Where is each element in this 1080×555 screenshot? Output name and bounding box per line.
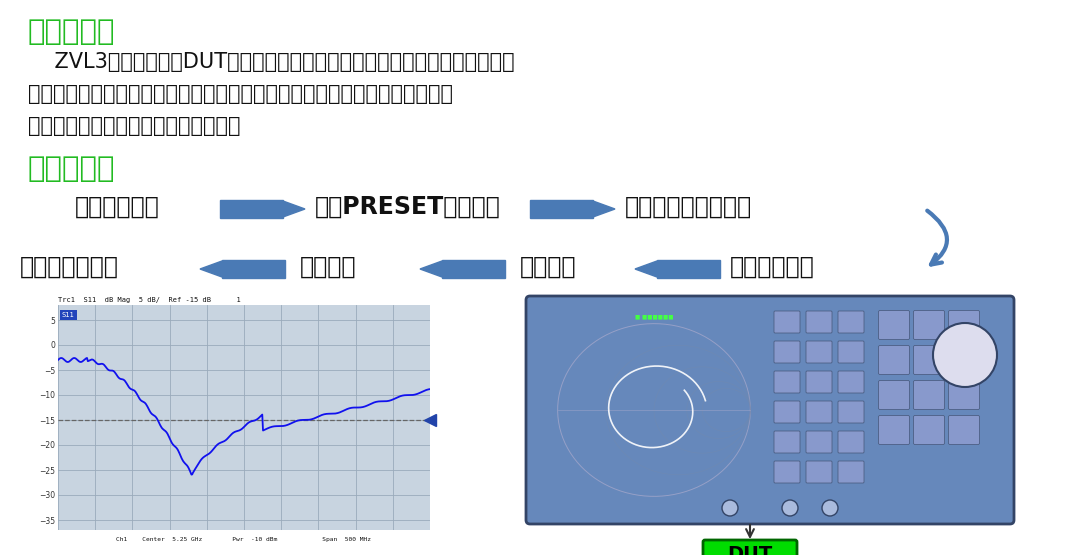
Text: 仪器短路校准: 仪器短路校准 <box>730 255 814 279</box>
FancyArrowPatch shape <box>928 211 947 265</box>
FancyBboxPatch shape <box>838 371 864 393</box>
FancyBboxPatch shape <box>806 401 832 423</box>
Text: S11: S11 <box>62 312 75 318</box>
FancyBboxPatch shape <box>838 341 864 363</box>
FancyBboxPatch shape <box>878 310 909 340</box>
FancyBboxPatch shape <box>774 431 800 453</box>
FancyBboxPatch shape <box>774 371 800 393</box>
Text: 连接被测器件: 连接被测器件 <box>75 195 160 219</box>
Polygon shape <box>593 201 615 217</box>
FancyBboxPatch shape <box>838 461 864 483</box>
Text: 反射测量：: 反射测量： <box>28 18 116 46</box>
X-axis label: Ch1    Center  5.25 GHz        Pwr  -10 dBm            Span  500 MHz: Ch1 Center 5.25 GHz Pwr -10 dBm Span 500… <box>117 537 372 542</box>
Polygon shape <box>283 201 305 217</box>
FancyBboxPatch shape <box>806 311 832 333</box>
Text: ■ ■■■■■■: ■ ■■■■■■ <box>635 314 673 319</box>
FancyBboxPatch shape <box>914 346 945 375</box>
FancyBboxPatch shape <box>948 310 980 340</box>
Polygon shape <box>657 260 720 278</box>
FancyBboxPatch shape <box>774 401 800 423</box>
Text: 进入PRESET出厂预设: 进入PRESET出厂预设 <box>315 195 501 219</box>
Circle shape <box>933 323 997 387</box>
FancyBboxPatch shape <box>948 381 980 410</box>
FancyBboxPatch shape <box>914 381 945 410</box>
FancyBboxPatch shape <box>806 431 832 453</box>
FancyBboxPatch shape <box>838 401 864 423</box>
Polygon shape <box>635 261 657 277</box>
Text: DUT: DUT <box>727 546 772 555</box>
FancyBboxPatch shape <box>948 346 980 375</box>
Text: ZVL3向被测设备（DUT）的输入端口发射一个激励信号，并对反射波进行测: ZVL3向被测设备（DUT）的输入端口发射一个激励信号，并对反射波进行测 <box>28 52 515 72</box>
FancyBboxPatch shape <box>774 341 800 363</box>
Text: 参数和扫描范围选择: 参数和扫描范围选择 <box>625 195 752 219</box>
Circle shape <box>822 500 838 516</box>
FancyBboxPatch shape <box>838 431 864 453</box>
FancyBboxPatch shape <box>838 311 864 333</box>
FancyBboxPatch shape <box>806 341 832 363</box>
Text: 数据分析: 数据分析 <box>300 255 356 279</box>
FancyBboxPatch shape <box>774 311 800 333</box>
Polygon shape <box>220 200 283 218</box>
Text: 保存和打印数据: 保存和打印数据 <box>21 255 119 279</box>
Circle shape <box>782 500 798 516</box>
FancyBboxPatch shape <box>914 416 945 445</box>
FancyBboxPatch shape <box>878 346 909 375</box>
FancyBboxPatch shape <box>878 416 909 445</box>
Text: Trc1  S11  dB Mag  5 dB/  Ref -15 dB      1: Trc1 S11 dB Mag 5 dB/ Ref -15 dB 1 <box>58 297 241 303</box>
FancyBboxPatch shape <box>806 461 832 483</box>
Polygon shape <box>222 260 285 278</box>
Polygon shape <box>530 200 593 218</box>
Polygon shape <box>442 260 505 278</box>
Text: 进行反射测量只需使用一个测试端口。: 进行反射测量只需使用一个测试端口。 <box>28 116 241 136</box>
Polygon shape <box>200 261 222 277</box>
FancyBboxPatch shape <box>914 310 945 340</box>
FancyBboxPatch shape <box>774 461 800 483</box>
FancyBboxPatch shape <box>703 540 797 555</box>
FancyBboxPatch shape <box>806 371 832 393</box>
Text: 量。通过众多轨迹格式来表示和显示结果，取决于要从这些数据获得的信息。: 量。通过众多轨迹格式来表示和显示结果，取决于要从这些数据获得的信息。 <box>28 84 453 104</box>
FancyBboxPatch shape <box>526 296 1014 524</box>
FancyBboxPatch shape <box>878 381 909 410</box>
Polygon shape <box>420 261 442 277</box>
Text: 数据分析: 数据分析 <box>519 255 577 279</box>
Text: 测试步骤：: 测试步骤： <box>28 155 116 183</box>
FancyBboxPatch shape <box>948 416 980 445</box>
Circle shape <box>723 500 738 516</box>
